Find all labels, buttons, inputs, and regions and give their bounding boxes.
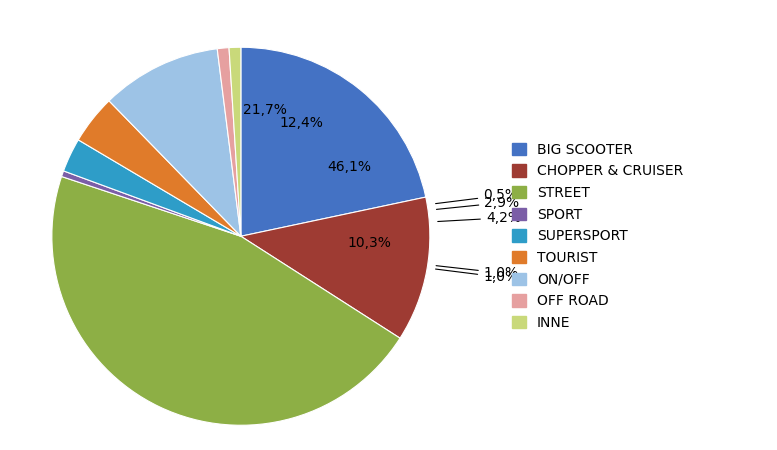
Text: 4,2%: 4,2% xyxy=(437,211,521,225)
Legend: BIG SCOOTER, CHOPPER & CRUISER, STREET, SPORT, SUPERSPORT, TOURIST, ON/OFF, OFF : BIG SCOOTER, CHOPPER & CRUISER, STREET, … xyxy=(507,139,688,334)
Text: 12,4%: 12,4% xyxy=(279,116,323,130)
Wedge shape xyxy=(218,48,241,236)
Wedge shape xyxy=(229,47,241,236)
Wedge shape xyxy=(241,47,426,236)
Wedge shape xyxy=(78,101,241,236)
Text: 46,1%: 46,1% xyxy=(327,160,371,174)
Text: 21,7%: 21,7% xyxy=(243,103,287,117)
Wedge shape xyxy=(52,176,400,425)
Wedge shape xyxy=(241,197,430,338)
Text: 1,0%: 1,0% xyxy=(436,269,518,284)
Wedge shape xyxy=(109,49,241,236)
Text: 0,5%: 0,5% xyxy=(436,189,518,203)
Text: 10,3%: 10,3% xyxy=(347,236,391,250)
Text: 2,9%: 2,9% xyxy=(437,196,519,210)
Wedge shape xyxy=(64,140,241,236)
Text: 1,0%: 1,0% xyxy=(436,266,519,280)
Wedge shape xyxy=(61,171,241,236)
